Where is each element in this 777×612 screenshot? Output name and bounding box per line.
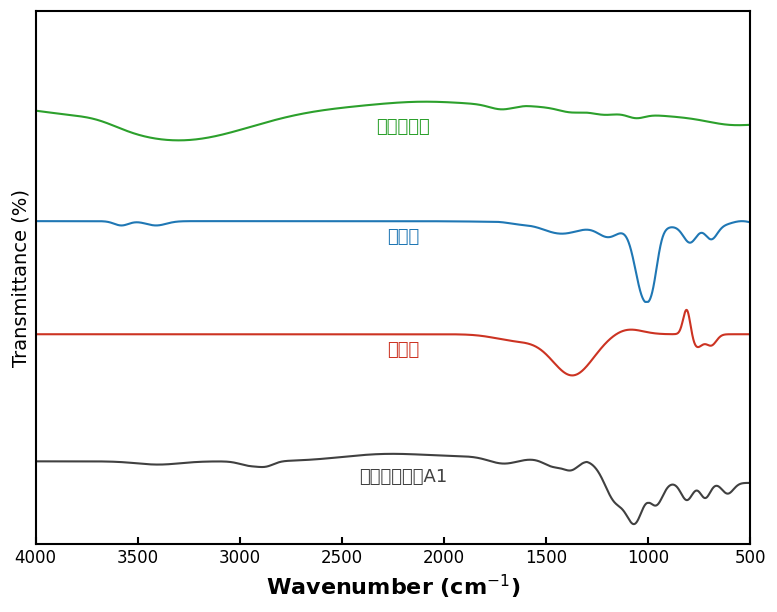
Text: 润滑油添加剩A1: 润滑油添加剩A1 <box>359 469 448 487</box>
Text: 氮化砂: 氮化砂 <box>387 341 420 359</box>
X-axis label: Wavenumber (cm$^{-1}$): Wavenumber (cm$^{-1}$) <box>266 573 520 601</box>
Y-axis label: Transmittance (%): Transmittance (%) <box>11 188 30 367</box>
Text: 海泡石: 海泡石 <box>387 228 420 246</box>
Text: 氧化石墨烯: 氧化石墨烯 <box>376 119 430 136</box>
